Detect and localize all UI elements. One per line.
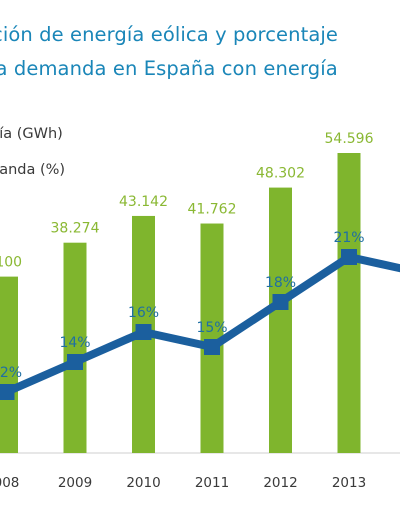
chart-title-line-2: la demanda en España con energía <box>0 57 338 80</box>
line-value-label-2012: 18% <box>265 275 296 291</box>
line-marker-2011 <box>204 339 220 355</box>
legend-demand-label: nanda (%) <box>0 162 66 178</box>
legend-energy-label: gía (GWh) <box>0 126 63 142</box>
bar-value-label-2008: .100 <box>0 255 22 271</box>
bar-2011 <box>200 223 224 453</box>
bar-value-label-2011: 41.762 <box>188 202 237 218</box>
x-tick-2010: 2010 <box>126 475 160 491</box>
bar-2008 <box>0 276 18 453</box>
bar-2012 <box>269 187 292 453</box>
data-labels: .100 38.274 43.142 41.762 48.302 54.596 12% 14%… <box>0 131 374 381</box>
x-tick-2009: 2009 <box>58 475 92 491</box>
line-value-label-2008: 12% <box>0 365 22 381</box>
bar-value-label-2012: 48.302 <box>256 166 305 182</box>
line-marker-2009 <box>67 354 83 370</box>
bar-2013 <box>337 153 361 453</box>
x-tick-2013: 2013 <box>332 475 366 491</box>
x-tick-2012: 2012 <box>263 475 297 491</box>
bar-value-label-2009: 38.274 <box>51 221 100 237</box>
x-tick-2008: 008 <box>0 475 19 491</box>
x-tick-labels: 008 2009 2010 2011 2012 2013 <box>0 475 366 491</box>
line-marker-2008 <box>0 384 15 400</box>
line-value-label-2009: 14% <box>59 335 90 351</box>
line-value-label-2011: 15% <box>196 320 227 336</box>
bar-2009 <box>63 242 87 453</box>
line-value-label-2010: 16% <box>128 305 159 321</box>
line-series <box>0 249 400 400</box>
bar-value-label-2010: 43.142 <box>119 194 168 210</box>
line-marker-2012 <box>272 294 289 310</box>
line-marker-2010 <box>135 324 152 340</box>
line-marker-2013 <box>341 249 357 265</box>
x-tick-2011: 2011 <box>195 475 229 491</box>
bar-series <box>0 153 361 453</box>
line-value-label-2013: 21% <box>333 230 364 246</box>
chart-title-line-1: ción de energía eólica y porcentaje <box>0 23 339 46</box>
bar-value-label-2013: 54.596 <box>325 131 374 147</box>
